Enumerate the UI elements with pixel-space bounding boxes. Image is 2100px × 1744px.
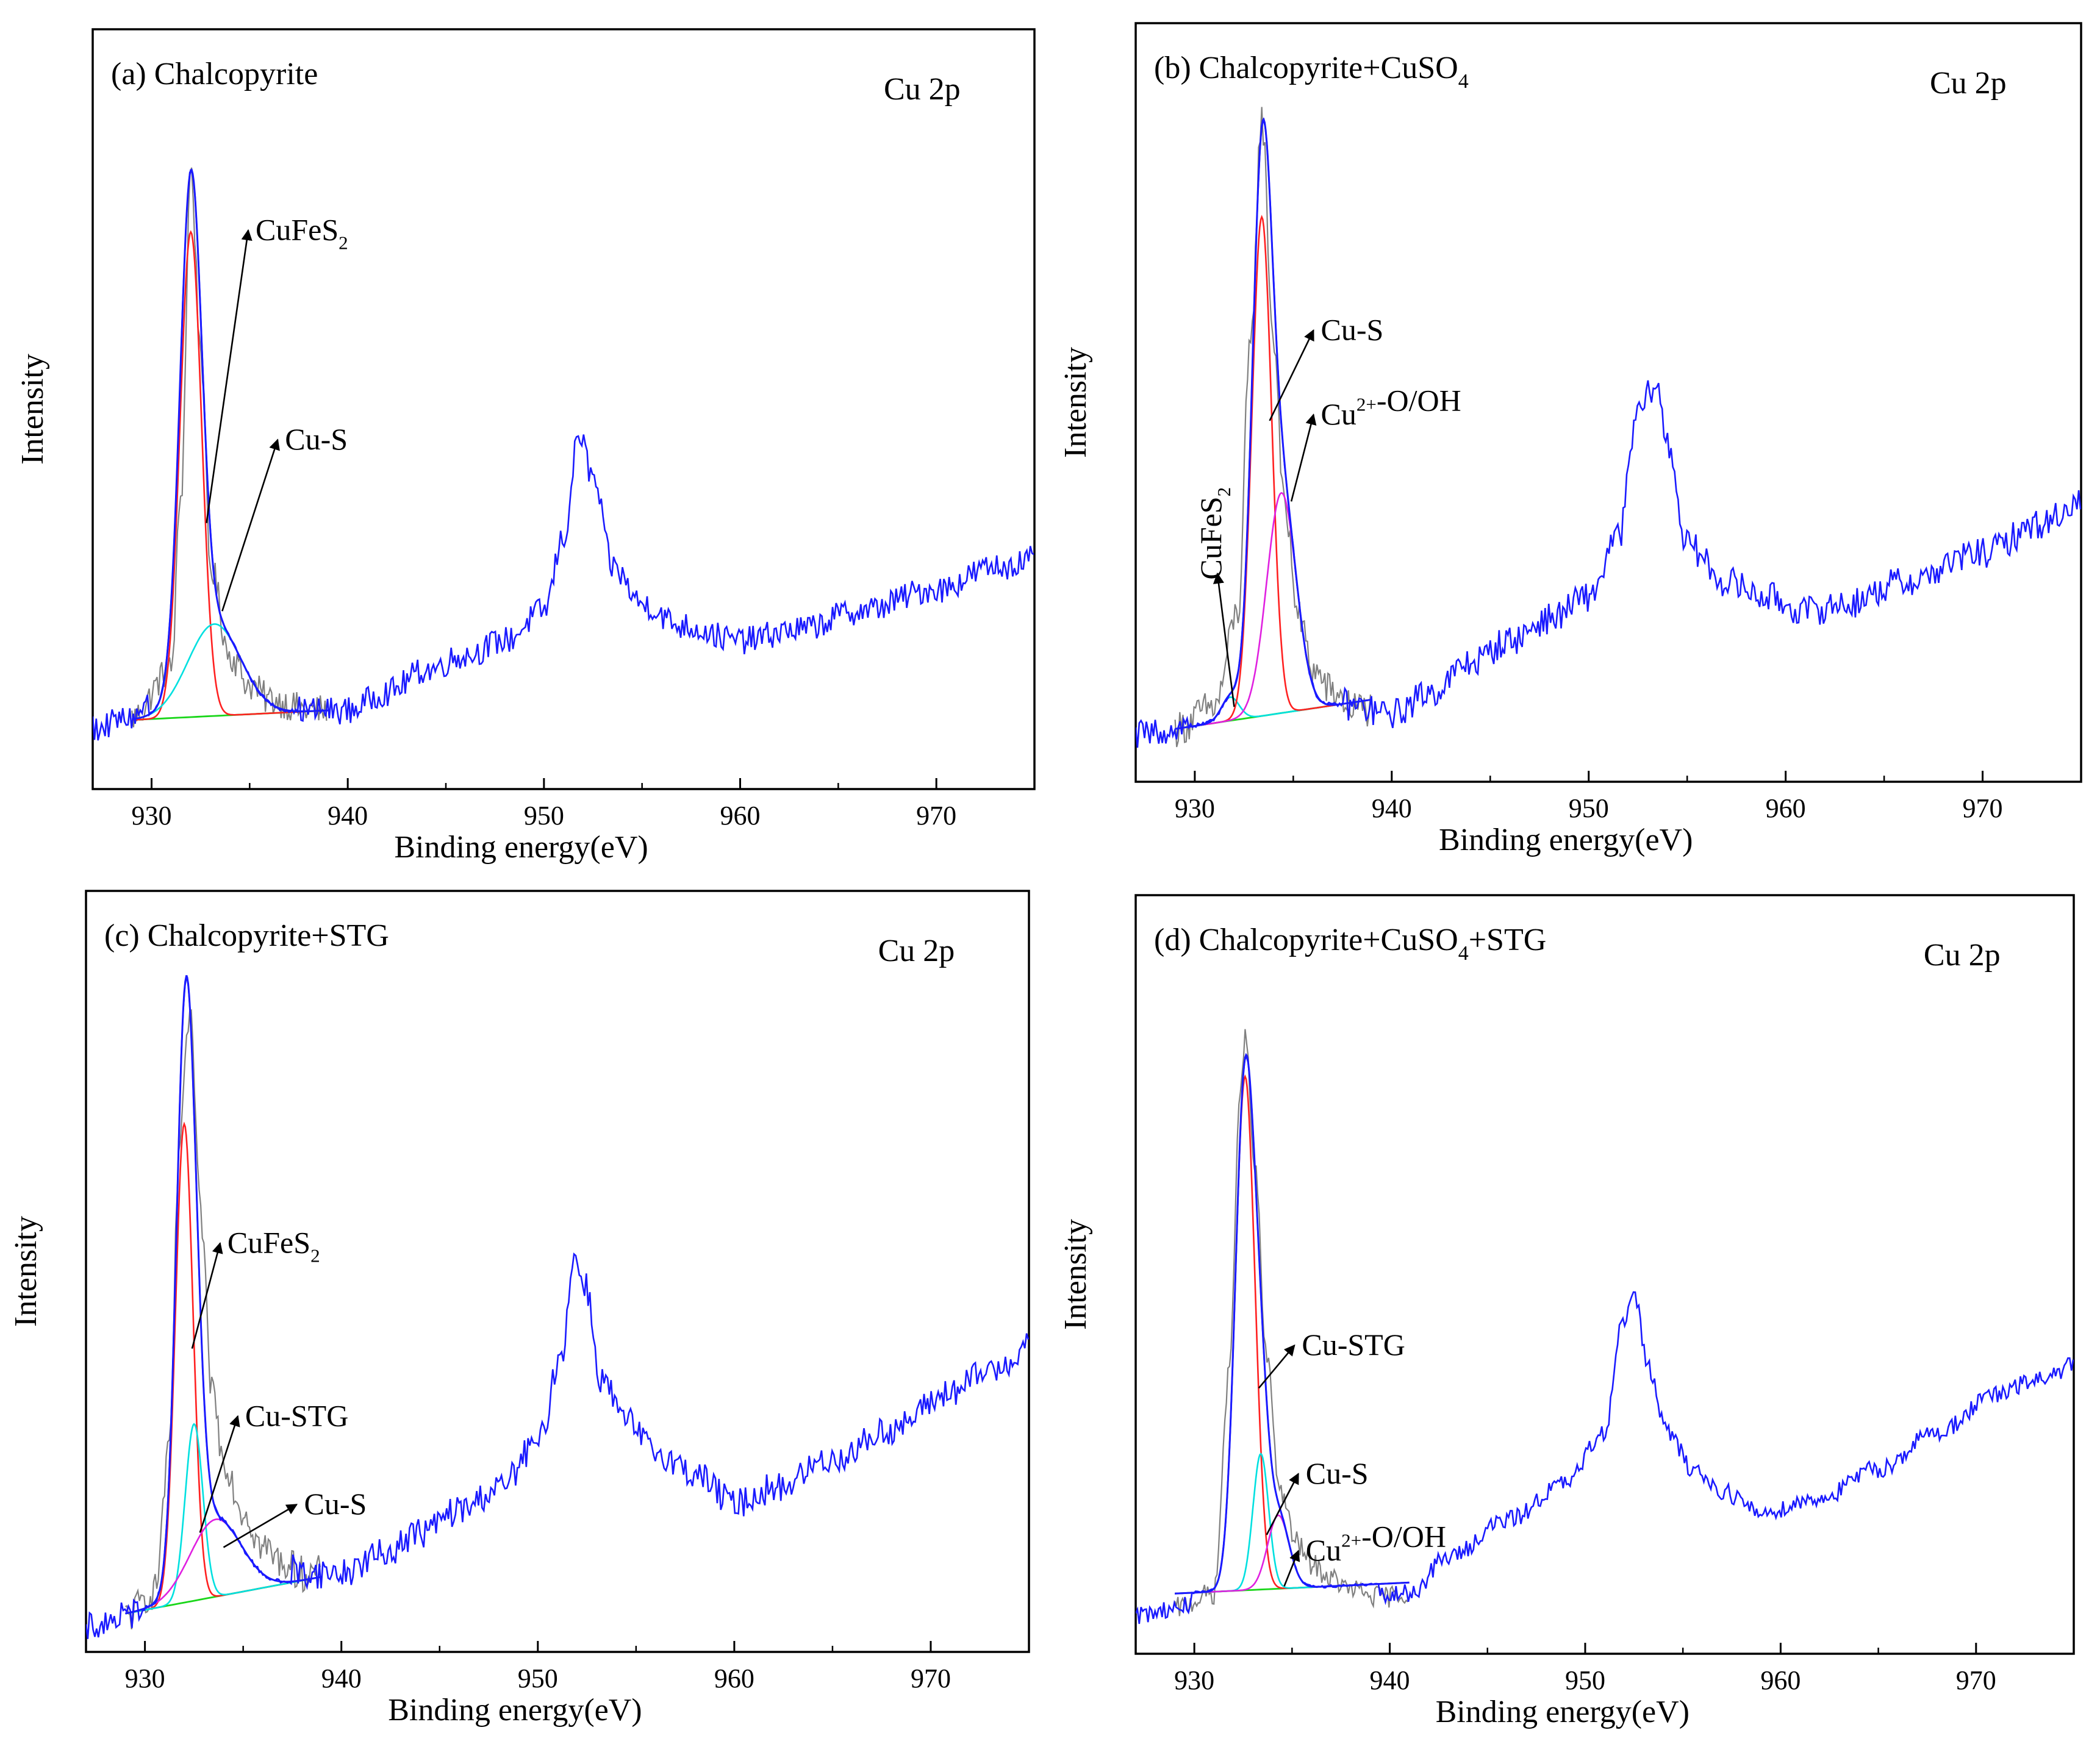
curves — [1136, 1029, 2074, 1624]
x-tick-label: 950 — [524, 801, 564, 831]
x-tick-label: 960 — [720, 801, 761, 831]
annotation-label: Cu-S — [304, 1487, 367, 1521]
component-cu-stg — [125, 1423, 322, 1615]
panel-c: 930 940 950 960 970 Binding energy(eV) Intensi… — [9, 890, 1030, 1728]
measured-spectrum — [1136, 1054, 2074, 1624]
x-tick-label: 970 — [916, 801, 956, 831]
plot-frame — [1134, 22, 2082, 783]
x-axis-label: Binding energy(eV) — [394, 830, 648, 865]
annotation-text: Cu-STG — [1302, 1328, 1405, 1362]
annotation-text: CuFeS2 — [1194, 487, 1235, 580]
curves — [86, 974, 1029, 1639]
y-axis-label: Intensity — [9, 1216, 43, 1327]
annotation-label: Cu-STG — [245, 1398, 348, 1432]
x-tick-label: 940 — [1370, 1665, 1410, 1695]
panel-d: 930 940 950 960 970 Binding energy(eV) Intensi… — [1058, 894, 2075, 1729]
annotation-label: CuFeS2 — [256, 213, 348, 254]
annotation-label: Cu-S — [285, 422, 348, 456]
x-tick-label: 940 — [328, 801, 368, 831]
annotation-arrow — [191, 1242, 223, 1349]
annotation-text: Cu2+-O/OH — [1306, 1520, 1446, 1568]
annotation-label: Cu2+-O/OH — [1306, 1520, 1446, 1568]
measured-spectrum — [1136, 117, 2081, 748]
raw-fit-window-trace — [1174, 1029, 1408, 1617]
x-tick-label: 940 — [321, 1664, 362, 1693]
corner-label: Cu 2p — [884, 72, 961, 107]
annotation-label: Cu-STG — [1302, 1328, 1405, 1362]
annotation-arrow — [1283, 1549, 1300, 1587]
panel-b: 930 940 950 960 970 Binding energy(eV) Intensi… — [1058, 22, 2082, 857]
y-axis-label: Intensity — [15, 354, 50, 465]
annotation-text: Cu2+-O/OH — [1321, 383, 1461, 431]
x-tick-label: 930 — [132, 801, 172, 831]
curves — [1136, 107, 2081, 748]
annotation-text: Cu-S — [304, 1487, 367, 1521]
plot-frame — [1134, 894, 2075, 1655]
panel-title: (c) Chalcopyrite+STG — [104, 918, 389, 953]
component-cufes2 — [125, 1121, 322, 1615]
x-tick-label: 930 — [1174, 1665, 1214, 1695]
annotation-arrow — [221, 438, 280, 612]
annotation-arrow — [1266, 1473, 1299, 1535]
x-tick-label: 940 — [1372, 793, 1412, 823]
plot-frame — [85, 890, 1030, 1653]
annotation-text: CuFeS2 — [256, 213, 348, 254]
corner-label: Cu 2p — [878, 934, 955, 968]
fit-envelope — [125, 974, 322, 1615]
annotation-label: Cu-S — [1306, 1456, 1369, 1490]
measured-spectrum — [93, 168, 1034, 741]
annotation-label: Cu2+-O/OH — [1321, 383, 1461, 431]
panel-a: 930 940 950 960 970 Binding energy(eV) Intensi… — [15, 28, 1036, 865]
annotation-text: Cu-S — [1321, 313, 1384, 347]
x-axis-label: Binding energy(eV) — [1439, 823, 1693, 857]
annotation-arrow — [206, 229, 253, 523]
corner-label: Cu 2p — [1930, 66, 2007, 101]
annotation-arrow — [199, 1415, 240, 1533]
annotation-text: CuFeS2 — [228, 1226, 320, 1267]
annotation-text: Cu-S — [285, 422, 348, 456]
curves — [93, 167, 1034, 741]
x-tick-label: 970 — [1963, 793, 2003, 823]
x-tick-label: 960 — [714, 1664, 754, 1693]
annotation-arrow — [223, 1504, 298, 1548]
annotation-arrow — [1290, 413, 1317, 502]
annotation-label: Cu-S — [1321, 313, 1384, 347]
annotation-arrow — [1269, 329, 1314, 421]
x-tick-label: 950 — [1565, 1665, 1605, 1695]
x-tick-label: 930 — [1175, 793, 1215, 823]
annotation-text: Cu-S — [1306, 1456, 1369, 1490]
annotation-text: Cu-STG — [245, 1398, 348, 1432]
annotation-label: CuFeS2 — [228, 1226, 320, 1267]
annotation-arrow — [1258, 1344, 1295, 1389]
annotation-label: CuFeS2 — [1194, 487, 1235, 580]
x-tick-label: 970 — [911, 1664, 951, 1693]
panel-title: (b) Chalcopyrite+CuSO4 — [1154, 51, 1469, 93]
x-tick-label: 960 — [1766, 793, 1806, 823]
panel-title: (a) Chalcopyrite — [111, 57, 318, 91]
annotation-arrow — [1213, 572, 1235, 707]
panel-title: (d) Chalcopyrite+CuSO4+STG — [1154, 923, 1546, 965]
measured-spectrum — [86, 975, 1029, 1639]
component-cufes2 — [132, 230, 329, 721]
x-tick-label: 930 — [125, 1664, 165, 1693]
corner-label: Cu 2p — [1924, 938, 2001, 973]
x-axis-label: Binding energy(eV) — [388, 1693, 642, 1728]
x-tick-label: 950 — [518, 1664, 558, 1693]
x-tick-label: 950 — [1569, 793, 1609, 823]
raw-fit-window-trace — [124, 1009, 321, 1630]
y-axis-label: Intensity — [1058, 347, 1093, 458]
x-axis-label: Binding energy(eV) — [1436, 1695, 1690, 1729]
raw-fit-window-trace — [131, 167, 328, 727]
plot-frame — [91, 28, 1036, 790]
raw-fit-window-trace — [1174, 107, 1371, 748]
y-axis-label: Intensity — [1058, 1219, 1093, 1330]
fit-envelope — [1175, 1052, 1410, 1595]
x-tick-label: 970 — [1956, 1665, 1996, 1695]
x-tick-label: 960 — [1760, 1665, 1801, 1695]
